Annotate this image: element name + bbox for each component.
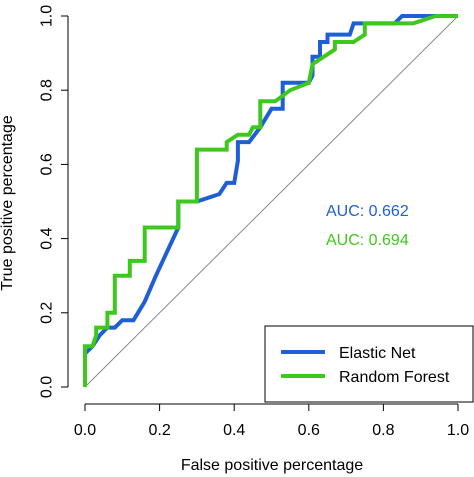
y-tick-label: 1.0 (39, 5, 56, 27)
axes: 0.0 0.2 0.4 0.6 0.8 1.0 0.0 0.2 0.4 0.6 0.8 1.0 (39, 5, 470, 439)
y-axis-title: True positive percentage (0, 115, 16, 291)
y-tick-label: 0.4 (39, 227, 56, 249)
legend-label-random-forest: Random Forest (339, 369, 450, 386)
x-tick-label: 0.8 (372, 422, 394, 439)
x-tick-label: 0.0 (74, 422, 96, 439)
legend-box (264, 325, 474, 403)
x-tick-label: 1.0 (447, 422, 469, 439)
plot-area (83, 14, 459, 388)
y-tick-label: 0.6 (39, 153, 56, 175)
x-tick-label: 0.2 (148, 422, 170, 439)
series-line-random-forest (83, 14, 458, 387)
legend-label-elastic-net: Elastic Net (339, 345, 416, 362)
legend: Elastic Net Random Forest (264, 325, 474, 403)
y-tick-label: 0.2 (39, 302, 56, 324)
x-tick-label: 0.4 (223, 422, 245, 439)
reference-diagonal (84, 15, 459, 388)
series-line-elastic-net (83, 14, 458, 387)
auc-label-random-forest: AUC: 0.694 (326, 232, 409, 249)
x-axis-title: False positive percentage (181, 457, 363, 474)
x-tick-label: 0.6 (298, 422, 320, 439)
y-tick-label: 0.8 (39, 79, 56, 101)
y-tick-label: 0.0 (39, 376, 56, 398)
auc-label-elastic-net: AUC: 0.662 (326, 203, 409, 220)
